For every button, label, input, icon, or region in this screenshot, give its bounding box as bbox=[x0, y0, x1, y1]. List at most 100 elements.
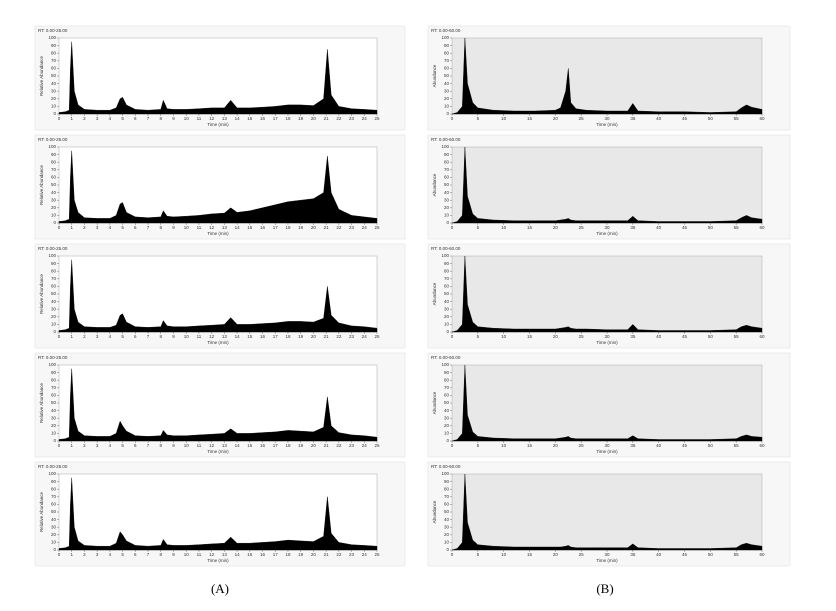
caption: (A) bbox=[211, 581, 229, 596]
y-tick-label: 20 bbox=[51, 205, 57, 210]
x-tick-label: 7 bbox=[147, 116, 150, 121]
y-axis-label: Relative Abundance bbox=[39, 491, 44, 532]
x-tick-label: 17 bbox=[273, 116, 279, 121]
y-axis-label: Abundance bbox=[432, 282, 437, 305]
x-tick-label: 4 bbox=[109, 116, 112, 121]
y-tick-label: 30 bbox=[51, 197, 57, 202]
y-tick-label: 50 bbox=[444, 73, 450, 78]
x-tick-label: 10 bbox=[184, 116, 190, 121]
x-tick-label: 12 bbox=[209, 225, 215, 230]
y-tick-label: 20 bbox=[444, 423, 450, 428]
x-tick-label: 10 bbox=[501, 552, 507, 557]
x-tick-label: 3 bbox=[96, 334, 99, 339]
x-tick-label: 0 bbox=[58, 443, 61, 448]
y-tick-label: 20 bbox=[51, 96, 57, 101]
y-tick-label: 90 bbox=[444, 479, 450, 484]
x-tick-label: 17 bbox=[273, 334, 279, 339]
x-tick-label: 20 bbox=[553, 225, 559, 230]
x-tick-label: 5 bbox=[121, 334, 124, 339]
x-axis-label: Time (min) bbox=[207, 449, 229, 454]
x-tick-label: 5 bbox=[477, 334, 480, 339]
y-tick-label: 100 bbox=[441, 471, 449, 476]
x-tick-label: 14 bbox=[235, 116, 241, 121]
x-tick-label: 11 bbox=[197, 116, 202, 121]
x-tick-label: 10 bbox=[184, 443, 190, 448]
x-tick-label: 20 bbox=[553, 552, 559, 557]
y-tick-label: 90 bbox=[444, 370, 450, 375]
chart-title: RT: 0.00-25.00 bbox=[38, 137, 68, 142]
x-tick-label: 6 bbox=[134, 443, 137, 448]
x-tick-label: 12 bbox=[209, 443, 215, 448]
x-tick-label: 12 bbox=[209, 334, 215, 339]
x-axis-label: Time (min) bbox=[207, 558, 229, 563]
y-tick-label: 60 bbox=[444, 175, 450, 180]
y-tick-label: 80 bbox=[444, 486, 450, 491]
x-tick-label: 3 bbox=[96, 225, 99, 230]
y-tick-label: 70 bbox=[444, 385, 450, 390]
x-tick-label: 22 bbox=[336, 552, 342, 557]
x-tick-label: 18 bbox=[285, 334, 291, 339]
x-tick-label: 14 bbox=[235, 552, 241, 557]
x-tick-label: 11 bbox=[197, 225, 202, 230]
x-tick-label: 8 bbox=[160, 116, 163, 121]
y-tick-label: 50 bbox=[444, 400, 450, 405]
y-tick-label: 0 bbox=[446, 329, 449, 334]
x-tick-label: 0 bbox=[451, 116, 454, 121]
x-tick-label: 24 bbox=[362, 552, 368, 557]
y-tick-label: 90 bbox=[444, 43, 450, 48]
chromatogram bbox=[451, 37, 763, 115]
y-tick-label: 60 bbox=[51, 66, 57, 71]
x-tick-label: 3 bbox=[96, 552, 99, 557]
x-tick-label: 45 bbox=[682, 225, 688, 230]
x-tick-label: 18 bbox=[285, 225, 291, 230]
x-tick-label: 16 bbox=[260, 334, 266, 339]
y-tick-label: 80 bbox=[51, 268, 57, 273]
x-tick-label: 20 bbox=[311, 443, 317, 448]
y-tick-label: 90 bbox=[444, 261, 450, 266]
x-tick-label: 15 bbox=[527, 225, 533, 230]
x-tick-label: 21 bbox=[324, 443, 330, 448]
y-tick-label: 80 bbox=[51, 159, 57, 164]
y-axis-label: Abundance bbox=[432, 173, 437, 196]
y-tick-label: 100 bbox=[441, 362, 449, 367]
x-tick-label: 25 bbox=[579, 116, 585, 121]
x-tick-label: 21 bbox=[324, 225, 330, 230]
chromatogram bbox=[451, 473, 763, 551]
x-tick-label: 60 bbox=[759, 225, 765, 230]
y-tick-label: 50 bbox=[51, 182, 57, 187]
x-tick-label: 7 bbox=[147, 552, 150, 557]
x-tick-label: 40 bbox=[656, 552, 662, 557]
y-tick-label: 40 bbox=[444, 81, 450, 86]
y-tick-label: 70 bbox=[444, 494, 450, 499]
y-tick-label: 70 bbox=[444, 167, 450, 172]
x-tick-label: 16 bbox=[260, 443, 266, 448]
y-tick-label: 0 bbox=[446, 438, 449, 443]
x-tick-label: 7 bbox=[147, 443, 150, 448]
x-tick-label: 11 bbox=[197, 334, 202, 339]
x-tick-label: 50 bbox=[708, 334, 714, 339]
x-tick-label: 5 bbox=[121, 552, 124, 557]
x-tick-label: 45 bbox=[682, 552, 688, 557]
x-tick-label: 25 bbox=[579, 552, 585, 557]
y-tick-label: 30 bbox=[444, 306, 450, 311]
x-tick-label: 10 bbox=[501, 334, 507, 339]
x-tick-label: 5 bbox=[121, 225, 124, 230]
x-tick-label: 6 bbox=[134, 116, 137, 121]
x-tick-label: 1 bbox=[70, 116, 73, 121]
y-tick-label: 70 bbox=[51, 58, 57, 63]
y-tick-label: 40 bbox=[51, 517, 57, 522]
x-tick-label: 12 bbox=[209, 552, 215, 557]
y-axis-label: Abundance bbox=[432, 391, 437, 414]
x-tick-label: 50 bbox=[708, 552, 714, 557]
x-tick-label: 9 bbox=[172, 334, 175, 339]
x-tick-label: 60 bbox=[759, 443, 765, 448]
x-tick-label: 5 bbox=[121, 443, 124, 448]
x-axis-label: Time (min) bbox=[596, 558, 618, 563]
x-tick-label: 20 bbox=[553, 334, 559, 339]
y-tick-label: 50 bbox=[444, 509, 450, 514]
x-tick-label: 9 bbox=[172, 116, 175, 121]
y-tick-label: 80 bbox=[444, 159, 450, 164]
x-tick-label: 24 bbox=[362, 443, 368, 448]
x-tick-label: 14 bbox=[235, 443, 241, 448]
y-tick-label: 40 bbox=[51, 190, 57, 195]
